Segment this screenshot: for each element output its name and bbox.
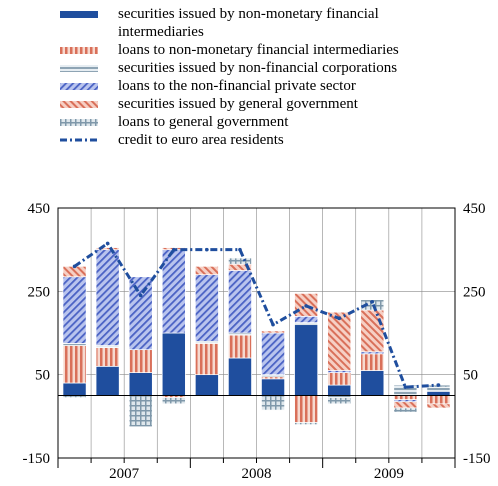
legend-item-0: securities issued by non-monetary financ… [60,5,460,41]
credit-point-10 [403,385,408,389]
bar-0-2 [128,372,153,396]
ytick-left-2: 250 [28,284,51,300]
legend-swatch-0 [60,11,98,18]
bar-5-9 [360,299,385,311]
bar-4-8 [327,311,352,371]
credit-point-1 [105,241,110,246]
bar-4-10 [393,401,418,409]
ytick-left-3: 450 [28,201,51,217]
credit-point-11 [436,383,441,387]
bar-1-9 [360,353,385,371]
bar-3-2 [128,276,153,351]
bar-0-9 [360,370,385,396]
bar-1-8 [327,372,352,386]
bar-3-5 [228,270,252,334]
bar-0-7 [294,324,319,396]
bar-5-2 [128,395,153,428]
bar-1-11 [426,395,451,405]
bar-4-1 [95,247,120,251]
bar-3-1 [95,249,120,346]
legend-label-5: loans to general government [118,114,289,130]
legend-swatch-1 [60,47,98,54]
bar-1-5 [228,334,252,359]
credit-point-3 [171,247,176,252]
ytick-left-0: -150 [23,451,51,467]
legend-swatch-4 [60,101,98,108]
bar-3-3 [161,249,186,334]
legend-swatch-3 [60,83,98,90]
bar-1-2 [128,349,153,373]
credit-point-0 [72,264,77,269]
bar-0-6 [261,378,285,396]
credit-point-6 [271,322,275,327]
year-label-1: 2008 [242,466,272,482]
bar-5-7 [294,422,319,426]
bar-0-5 [228,357,252,396]
ytick-right-3: 450 [463,201,486,217]
legend-swatch-line [60,138,98,142]
bar-0-1 [95,365,120,396]
legend-item-line: credit to euro area residents [60,131,460,149]
bar-0-0 [62,382,87,396]
legend-item-4: securities issued by general government [60,95,460,113]
legend-label-line: credit to euro area residents [118,132,284,148]
legend: securities issued by non-monetary financ… [60,5,460,149]
ytick-right-0: -150 [463,451,491,467]
legend-item-3: loans to the non-financial private secto… [60,77,460,95]
credit-line [73,241,439,389]
bar-0-3 [161,332,186,396]
legend-item-2: securities issued by non-financial corpo… [60,59,460,77]
bar-1-4 [194,343,219,376]
bar-2-11 [426,386,451,392]
credit-point-5 [238,247,242,252]
legend-swatch-5 [60,119,98,126]
legend-label-3: loans to the non-financial private secto… [118,78,356,94]
credit-point-7 [304,304,308,308]
bar-5-6 [261,395,285,411]
bar-4-6 [261,330,285,334]
bar-1-1 [95,347,120,367]
bar-5-10 [393,407,418,413]
credit-point-9 [370,299,375,304]
bar-5-8 [327,397,352,405]
bar-0-8 [327,384,352,396]
legend-label-2: securities issued by non-financial corpo… [118,60,398,76]
bar-5-3 [161,397,186,405]
bar-1-0 [62,345,87,384]
credit-point-2 [138,293,143,298]
legend-label-4: securities issued by general government [118,96,358,112]
bar-4-11 [426,403,451,409]
year-label-0: 2007 [109,466,140,482]
year-label-2: 2009 [374,466,404,482]
bar-1-7 [294,395,319,423]
bar-4-9 [360,309,385,353]
bar-5-5 [228,257,252,265]
ytick-left-1: 50 [35,368,50,384]
legend-item-5: loans to general government [60,113,460,131]
bar-1-10 [393,395,418,401]
ytick-right-1: 50 [463,368,478,384]
legend-label-0: securities issued by non-monetary financ… [118,6,379,40]
bar-3-7 [294,315,319,323]
legend-label-1: loans to non-monetary financial intermed… [118,42,399,58]
legend-item-1: loans to non-monetary financial intermed… [60,41,460,59]
ytick-right-2: 250 [463,284,486,300]
bar-0-4 [194,374,219,396]
bar-3-6 [261,332,285,376]
legend-swatch-2 [60,65,98,72]
credit-point-8 [337,316,342,321]
bar-0-11 [426,390,451,396]
bar-3-4 [194,274,219,342]
bar-4-4 [194,265,219,276]
bar-3-0 [62,276,87,344]
credit-point-4 [205,247,209,252]
